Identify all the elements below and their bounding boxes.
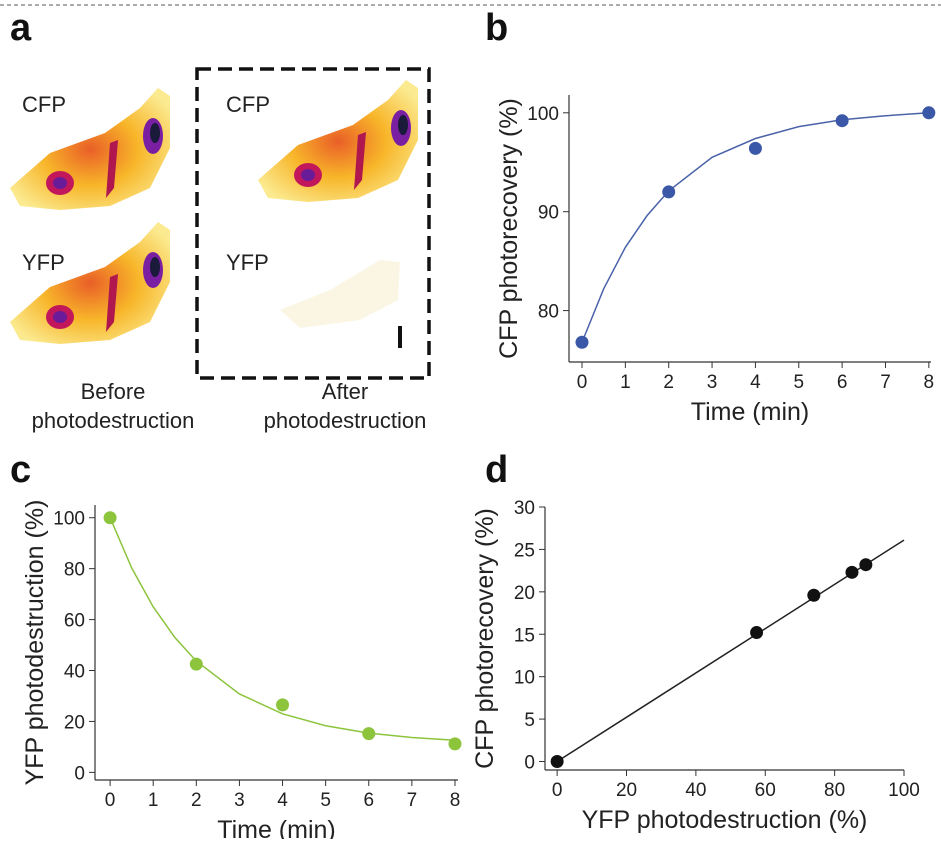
channel-label: YFP: [226, 250, 269, 275]
caption: photodestruction: [32, 408, 195, 433]
data-point: [362, 727, 376, 741]
fit-line: [556, 539, 905, 763]
data-point: [922, 106, 936, 120]
x-axis-title: YFP photodestruction (%): [582, 806, 868, 834]
data-point: [276, 698, 290, 712]
data-point: [835, 114, 849, 128]
y-tick-label: 15: [514, 625, 535, 646]
y-tick-label: 80: [64, 560, 85, 581]
data-point: [189, 657, 203, 671]
y-tick-label: 5: [524, 710, 535, 731]
data-point: [550, 755, 564, 769]
x-tick-label: 80: [824, 780, 845, 801]
x-tick-label: 1: [148, 790, 159, 811]
cell-image: [258, 80, 418, 202]
panel-letter: b: [485, 7, 508, 49]
panel-letter: a: [10, 7, 32, 49]
x-tick-label: 60: [755, 780, 776, 801]
x-tick-label: 3: [707, 372, 718, 393]
panel-letter: d: [485, 449, 508, 491]
x-tick-label: 5: [320, 790, 331, 811]
x-tick-label: 4: [277, 790, 288, 811]
x-tick-label: 0: [105, 790, 116, 811]
y-tick-label: 100: [53, 509, 85, 530]
y-axis-title: CFP photorecovery (%): [471, 508, 499, 769]
y-axis-title: CFP photorecovery (%): [495, 98, 523, 359]
y-tick-label: 90: [538, 203, 559, 224]
data-point: [748, 141, 762, 155]
y-tick-label: 20: [64, 712, 85, 733]
y-tick-label: 10: [514, 668, 535, 689]
y-tick-label: 60: [64, 611, 85, 632]
x-tick-label: 6: [363, 790, 374, 811]
data-point: [103, 511, 117, 525]
data-point: [448, 737, 462, 751]
y-tick-label: 0: [74, 763, 85, 784]
x-tick-label: 0: [552, 780, 563, 801]
y-tick-label: 25: [514, 540, 535, 561]
y-tick-label: 40: [64, 662, 85, 683]
fit-line: [109, 517, 456, 742]
channel-label: YFP: [22, 250, 65, 275]
x-tick-label: 0: [577, 372, 588, 393]
x-tick-label: 4: [750, 372, 761, 393]
x-tick-label: 7: [880, 372, 891, 393]
data-point: [575, 335, 589, 349]
channel-label: CFP: [226, 92, 270, 117]
x-axis-title: Time (min): [691, 398, 810, 426]
caption: Before: [81, 379, 146, 404]
data-point: [807, 588, 821, 602]
channel-label: CFP: [22, 92, 66, 117]
x-tick-label: 8: [924, 372, 935, 393]
y-tick-label: 0: [524, 753, 535, 774]
data-point: [859, 558, 873, 572]
x-tick-label: 5: [793, 372, 804, 393]
x-tick-label: 6: [837, 372, 848, 393]
x-tick-label: 2: [191, 790, 202, 811]
cell-image: [10, 222, 170, 344]
fit-line: [581, 112, 929, 343]
x-tick-label: 100: [888, 780, 920, 801]
caption: After: [322, 379, 368, 404]
x-tick-label: 40: [685, 780, 706, 801]
x-axis-title: Time (min): [217, 816, 336, 839]
data-point: [845, 565, 859, 579]
caption: photodestruction: [264, 408, 427, 433]
x-tick-label: 3: [234, 790, 245, 811]
x-tick-label: 20: [616, 780, 637, 801]
x-tick-label: 2: [663, 372, 674, 393]
y-tick-label: 100: [527, 104, 559, 125]
y-tick-label: 30: [514, 498, 535, 519]
data-point: [750, 626, 764, 640]
cell-image-faded: [280, 260, 400, 328]
panel-letter: c: [10, 449, 31, 491]
data-point: [662, 185, 676, 199]
y-tick-label: 80: [538, 302, 559, 323]
y-axis-title: YFP photodestruction (%): [21, 500, 49, 786]
x-tick-label: 1: [620, 372, 631, 393]
y-tick-label: 20: [514, 583, 535, 604]
x-tick-label: 7: [407, 790, 418, 811]
x-tick-label: 8: [450, 790, 461, 811]
highlight-box: [195, 67, 431, 380]
